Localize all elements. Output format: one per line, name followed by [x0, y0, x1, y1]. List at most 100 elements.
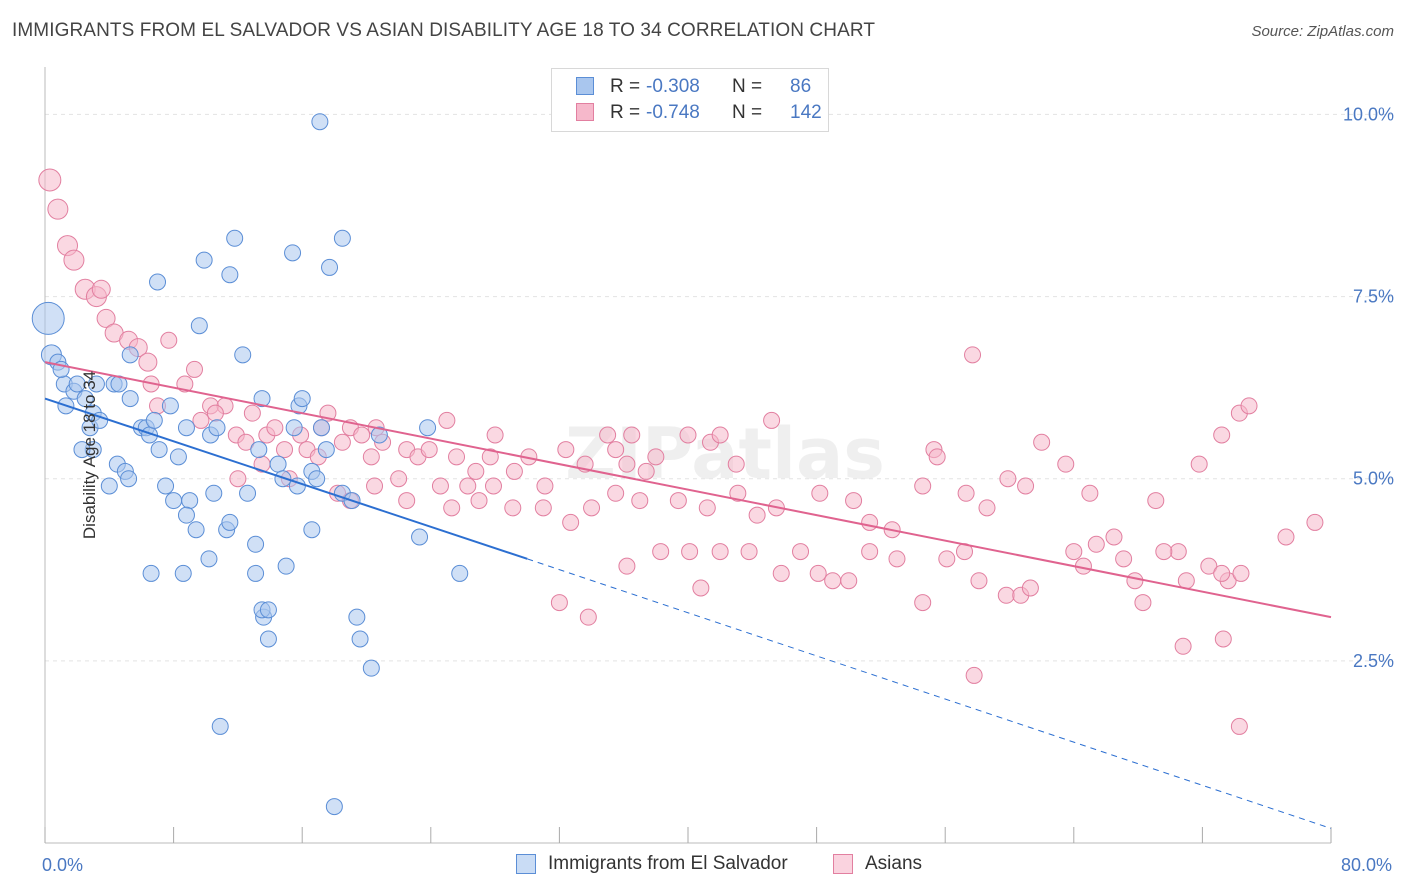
legend-swatch-pink — [576, 103, 594, 121]
point-asian — [1126, 572, 1144, 590]
legend-swatch-blue — [516, 854, 536, 874]
point-asian — [999, 470, 1017, 488]
point-asian — [965, 666, 983, 684]
point-el-salvador — [253, 390, 271, 408]
point-asian — [914, 477, 932, 495]
point-asian — [505, 462, 523, 480]
point-asian — [1174, 637, 1192, 655]
point-el-salvador — [250, 441, 268, 459]
point-asian — [938, 550, 956, 568]
point-el-salvador — [325, 798, 343, 816]
point-asian — [536, 477, 554, 495]
point-asian — [206, 404, 224, 422]
legend-n-value: 86 — [790, 76, 812, 97]
point-asian — [550, 594, 568, 612]
point-asian — [792, 543, 810, 561]
point-asian — [811, 484, 829, 502]
point-el-salvador — [177, 506, 195, 524]
point-asian — [486, 426, 504, 444]
point-asian — [647, 448, 665, 466]
point-asian — [1200, 557, 1218, 575]
point-asian — [914, 594, 932, 612]
point-asian — [1213, 426, 1231, 444]
point-el-salvador — [274, 470, 292, 488]
legend-swatch-pink — [833, 854, 853, 874]
point-asian — [160, 331, 178, 349]
point-el-salvador — [321, 258, 339, 276]
point-asian — [534, 499, 552, 517]
chart-title: IMMIGRANTS FROM EL SALVADOR VS ASIAN DIS… — [12, 20, 876, 41]
point-asian — [1105, 528, 1123, 546]
point-asian — [438, 411, 456, 429]
point-asian — [997, 586, 1015, 604]
point-asian — [1134, 594, 1152, 612]
y-axis-label: Disability Age 18 to 34 — [80, 370, 100, 540]
point-el-salvador — [308, 470, 326, 488]
point-el-salvador — [190, 317, 208, 335]
point-el-salvador — [142, 564, 160, 582]
point-el-salvador — [100, 477, 118, 495]
point-asian — [845, 492, 863, 510]
point-asian — [957, 484, 975, 502]
point-asian — [353, 426, 371, 444]
point-el-salvador — [419, 419, 437, 437]
x-tick-label-max: 80.0% — [1341, 855, 1392, 875]
point-el-salvador — [174, 564, 192, 582]
point-asian — [618, 557, 636, 575]
point-asian — [599, 426, 617, 444]
legend-label: Asians — [865, 853, 923, 874]
point-asian — [47, 198, 69, 220]
point-asian — [763, 411, 781, 429]
point-asian — [1190, 455, 1208, 473]
point-asian — [1177, 572, 1195, 590]
point-el-salvador — [161, 397, 179, 415]
point-el-salvador — [200, 550, 218, 568]
point-asian — [607, 441, 625, 459]
point-asian — [1240, 397, 1258, 415]
point-el-salvador — [31, 301, 65, 335]
point-el-salvador — [121, 390, 139, 408]
point-asian — [470, 492, 488, 510]
point-asian — [1155, 543, 1173, 561]
point-asian — [1021, 579, 1039, 597]
point-asian — [698, 499, 716, 517]
point-asian — [96, 308, 116, 328]
point-asian — [443, 499, 461, 517]
point-asian — [729, 484, 747, 502]
point-el-salvador — [348, 608, 366, 626]
point-asian — [681, 543, 699, 561]
point-asian — [1230, 717, 1248, 735]
point-el-salvador — [76, 390, 94, 408]
point-asian — [978, 499, 996, 517]
point-el-salvador — [259, 601, 277, 619]
point-asian — [1232, 564, 1250, 582]
x-tick-label-min: 0.0% — [42, 855, 83, 875]
grid-lines — [45, 113, 1392, 662]
tick-labels: 2.5% 5.0% 7.5% 10.0% 0.0% 80.0% — [42, 104, 1394, 875]
point-asian — [63, 249, 85, 271]
point-asian — [1081, 484, 1099, 502]
point-asian — [557, 441, 575, 459]
point-el-salvador — [293, 390, 311, 408]
point-asian — [481, 448, 499, 466]
source-note: Source: ZipAtlas.com — [1251, 23, 1394, 40]
point-el-salvador — [87, 375, 105, 393]
point-el-salvador — [68, 375, 86, 393]
point-asian — [711, 426, 729, 444]
point-asian — [38, 168, 62, 192]
point-el-salvador — [157, 477, 175, 495]
point-asian — [398, 492, 416, 510]
point-asian — [366, 477, 384, 495]
point-el-salvador — [120, 470, 138, 488]
point-asian — [333, 433, 351, 451]
point-asian — [420, 441, 438, 459]
point-el-salvador — [187, 521, 205, 539]
point-asian — [185, 360, 203, 378]
point-asian — [1277, 528, 1295, 546]
point-el-salvador — [269, 455, 287, 473]
point-el-salvador — [165, 492, 183, 510]
point-asian — [229, 470, 247, 488]
axes — [44, 67, 1332, 844]
point-asian — [631, 492, 649, 510]
